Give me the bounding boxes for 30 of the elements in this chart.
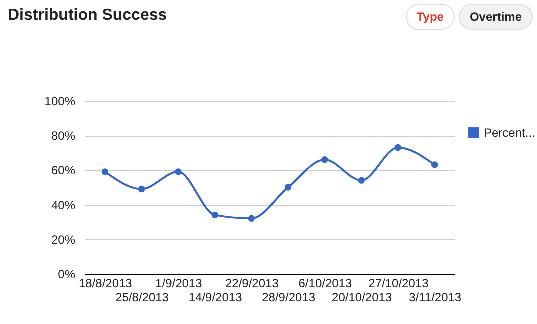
point bbox=[394, 144, 402, 152]
point bbox=[138, 186, 146, 193]
x-tick-label: 27/10/2013 bbox=[368, 276, 430, 290]
y-tick-label: 40% bbox=[51, 198, 76, 212]
x-tick-label: 3/11/2013 bbox=[409, 290, 462, 304]
point bbox=[358, 177, 365, 184]
legend-label: Percent... bbox=[484, 126, 536, 140]
x-tick-label: 6/10/2013 bbox=[298, 276, 352, 290]
x-tick-label: 1/9/2013 bbox=[156, 276, 203, 290]
y-tick-label: 0% bbox=[58, 268, 76, 282]
toggle-button[interactable]: Overtime bbox=[458, 4, 533, 30]
point bbox=[248, 215, 256, 222]
x-tick-label: 14/9/2013 bbox=[188, 290, 243, 304]
point bbox=[284, 184, 292, 191]
x-tick-label: 28/9/2013 bbox=[262, 290, 316, 304]
point bbox=[322, 156, 328, 164]
point bbox=[431, 162, 438, 168]
x-tick-label: 22/9/2013 bbox=[225, 276, 280, 290]
y-tick-label: 60% bbox=[51, 164, 76, 178]
y-tick-label: 100% bbox=[44, 94, 76, 108]
x-tick-label: 20/10/2013 bbox=[332, 290, 392, 304]
x-tick-label: 25/8/2013 bbox=[116, 290, 170, 304]
chart-title: Distribution Success bbox=[8, 7, 168, 25]
point bbox=[102, 168, 109, 176]
toggle-button[interactable]: Type bbox=[406, 4, 455, 30]
point bbox=[212, 212, 218, 219]
point bbox=[175, 168, 182, 176]
x-tick-label: 18/8/2013 bbox=[78, 276, 133, 290]
y-tick-label: 20% bbox=[51, 232, 76, 247]
y-tick-label: 80% bbox=[51, 129, 76, 144]
